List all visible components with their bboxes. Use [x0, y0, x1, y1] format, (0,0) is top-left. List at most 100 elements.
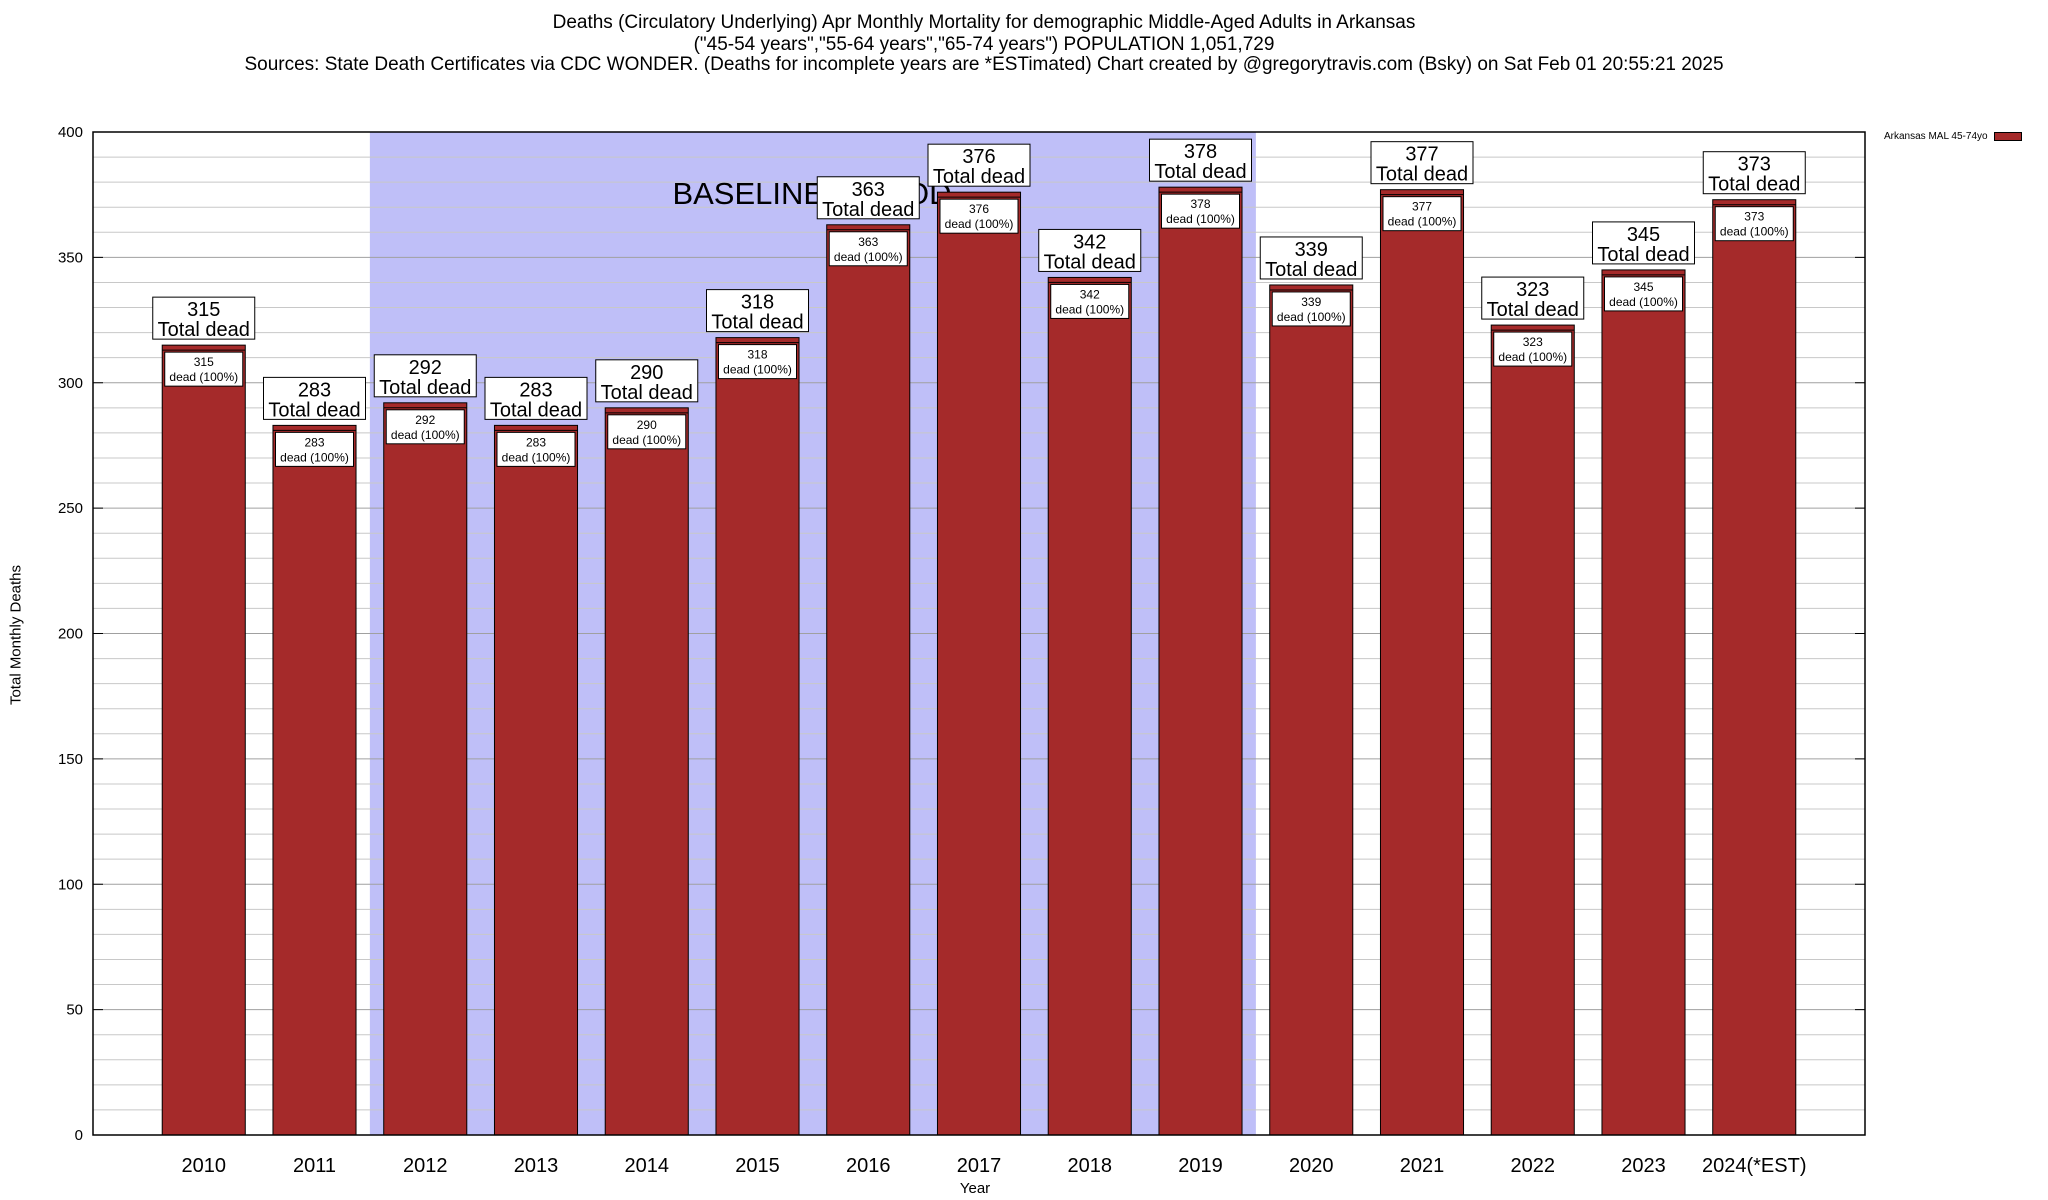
inner-label-value: 323 [1523, 335, 1543, 349]
y-tick-label: 100 [58, 876, 83, 893]
total-label-text: Total dead [379, 377, 471, 399]
inner-label-value: 377 [1412, 200, 1432, 214]
bar [1269, 284, 1354, 1136]
bar [493, 424, 579, 1136]
inner-label-box [1271, 291, 1351, 327]
total-label-box [373, 354, 477, 398]
total-label-box [1259, 236, 1363, 280]
x-tick-label: 2024(*EST) [1702, 1155, 1807, 1177]
total-label-text: Total dead [490, 399, 582, 421]
bar [936, 191, 1022, 1136]
inner-label-box [385, 409, 465, 445]
x-tick-label: 2023 [1621, 1155, 1666, 1177]
total-label-value: 363 [852, 179, 885, 201]
x-tick-label: 2018 [1068, 1155, 1113, 1177]
inner-label-text: dead (100%) [1388, 215, 1457, 229]
plot-border [92, 131, 1866, 1136]
inner-label-value: 290 [637, 418, 657, 432]
total-label-box [1038, 228, 1142, 272]
inner-label-box [1382, 196, 1462, 232]
x-tick-label: 2011 [293, 1155, 336, 1177]
x-tick-label: 2010 [182, 1155, 227, 1177]
x-tick-label: 2022 [1511, 1155, 1556, 1177]
total-label-box [263, 376, 366, 420]
total-label-text: Total dead [1708, 174, 1800, 196]
x-tick-label: 2020 [1289, 1155, 1334, 1177]
total-label-value: 283 [519, 379, 552, 401]
total-label-value: 378 [1184, 141, 1217, 163]
x-tick-label: 2012 [403, 1155, 448, 1177]
bar [1490, 324, 1575, 1136]
x-tick-label: 2013 [514, 1155, 559, 1177]
total-label-box [706, 289, 809, 333]
inner-label-value: 345 [1633, 280, 1653, 294]
y-tick-label: 0 [75, 1127, 83, 1144]
inner-label-box [607, 414, 687, 450]
bar [1712, 199, 1797, 1136]
total-label-box [927, 143, 1031, 187]
bar [604, 407, 689, 1136]
total-label-value: 376 [962, 146, 995, 168]
total-label-box [484, 376, 588, 420]
total-label-value: 373 [1738, 154, 1771, 176]
total-label-box [152, 296, 256, 340]
total-label-value: 315 [187, 299, 220, 321]
inner-label-box [275, 431, 354, 467]
total-label-text: Total dead [1487, 299, 1579, 321]
inner-label-value: 283 [304, 435, 324, 449]
inner-label-value: 339 [1301, 295, 1321, 309]
inner-label-text: dead (100%) [723, 363, 792, 377]
inner-label-box [828, 231, 908, 267]
x-tick-label: 2021 [1400, 1155, 1445, 1177]
bar [161, 344, 246, 1136]
total-label-text: Total dead [1154, 161, 1246, 183]
x-tick-label: 2016 [846, 1155, 891, 1177]
bar [1379, 189, 1465, 1136]
x-axis-label: Year [959, 1180, 991, 1197]
legend-swatch [1993, 132, 2022, 141]
total-label-value: 345 [1627, 224, 1660, 246]
y-tick-label: 150 [58, 751, 83, 768]
inner-label-value: 315 [194, 355, 214, 369]
chart-source-line: Sources: State Death Certificates via CD… [244, 54, 1724, 75]
inner-label-text: dead (100%) [280, 450, 349, 464]
inner-label-text: dead (100%) [1609, 295, 1678, 309]
inner-label-box [718, 344, 797, 380]
total-label-text: Total dead [1597, 244, 1689, 266]
inner-label-text: dead (100%) [612, 433, 681, 447]
inner-label-text: dead (100%) [502, 450, 571, 464]
x-tick-label: 2014 [625, 1155, 670, 1177]
total-label-value: 292 [409, 357, 442, 379]
inner-label-text: dead (100%) [169, 370, 238, 384]
inner-label-value: 283 [526, 435, 546, 449]
inner-label-box [939, 198, 1019, 234]
total-label-text: Total dead [601, 382, 693, 404]
inner-label-text: dead (100%) [391, 428, 460, 442]
inner-label-box [1493, 331, 1573, 367]
bar [1047, 276, 1132, 1136]
inner-label-text: dead (100%) [1277, 310, 1346, 324]
bar [826, 224, 911, 1136]
total-label-text: Total dead [933, 166, 1025, 188]
y-tick-label: 300 [58, 375, 83, 392]
total-label-text: Total dead [268, 399, 360, 421]
inner-label-box [496, 431, 576, 467]
x-tick-label: 2019 [1178, 1155, 1223, 1177]
total-label-box [1481, 276, 1585, 320]
bar [272, 424, 357, 1136]
inner-label-text: dead (100%) [1498, 350, 1567, 364]
inner-label-box [1050, 283, 1130, 319]
total-label-value: 339 [1295, 239, 1328, 261]
inner-label-text: dead (100%) [834, 250, 903, 264]
bar [715, 337, 800, 1136]
legend-label: Arkansas MAL 45-74yo [1884, 131, 1988, 142]
y-tick-label: 50 [66, 1002, 83, 1019]
total-label-box [1702, 151, 1806, 195]
total-label-text: Total dead [158, 319, 250, 341]
inner-label-text: dead (100%) [1055, 302, 1124, 316]
total-label-value: 318 [741, 292, 774, 314]
inner-label-box [1714, 206, 1794, 242]
inner-label-text: dead (100%) [1720, 225, 1789, 239]
inner-label-box [1161, 193, 1240, 229]
